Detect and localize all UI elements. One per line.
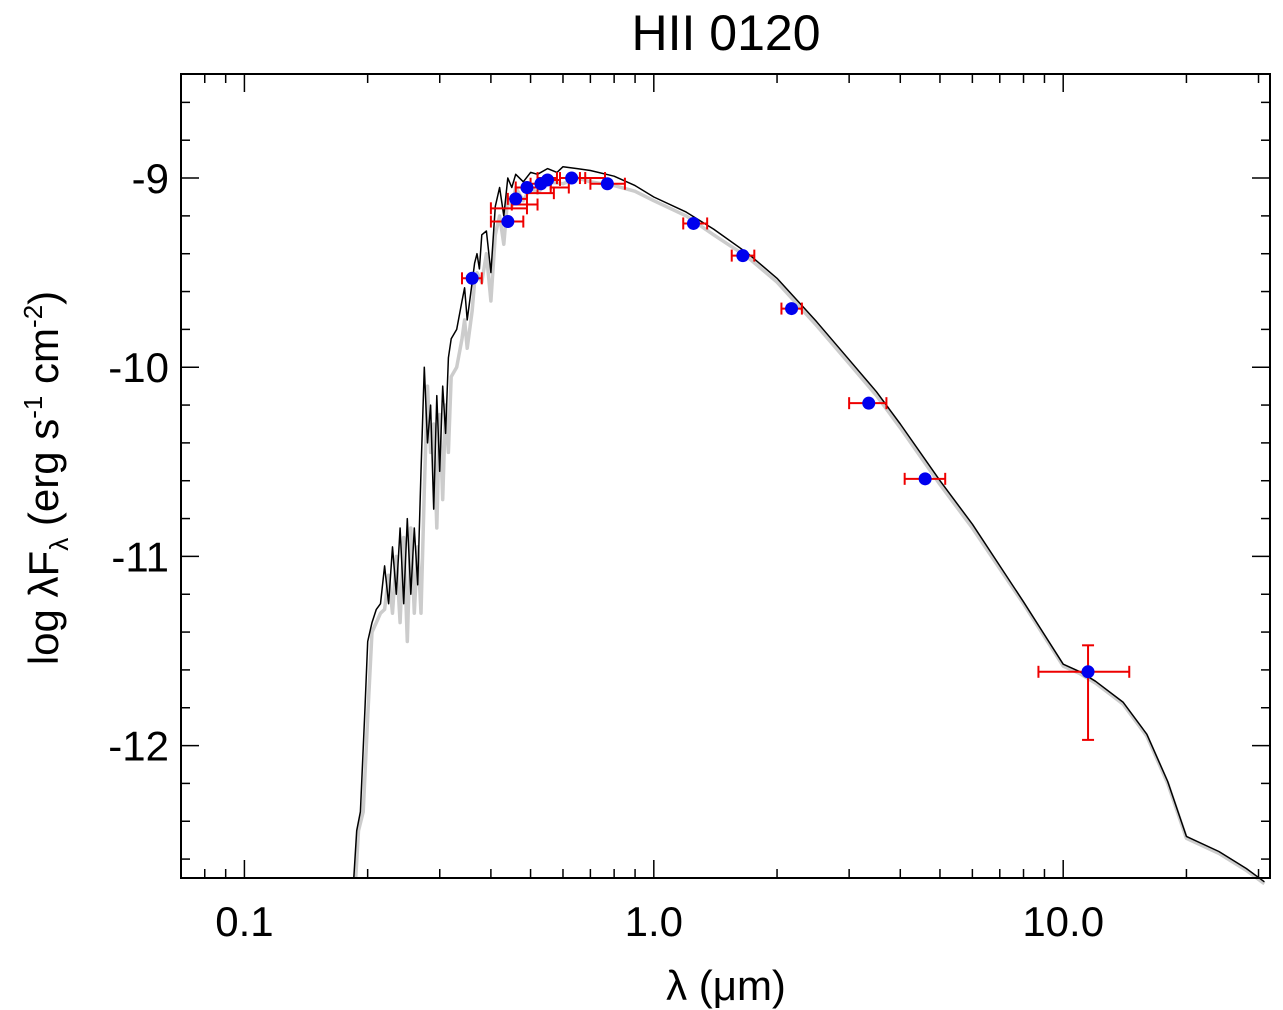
data-point — [1081, 665, 1095, 679]
data-point — [520, 181, 534, 195]
data-point — [565, 171, 579, 185]
y-tick-label: -11 — [111, 533, 169, 580]
x-tick-label: 0.1 — [215, 898, 273, 945]
model-spectrum-line — [353, 165, 1265, 883]
plot-frame — [180, 73, 1271, 879]
ticks-layer — [180, 74, 1270, 878]
tick-labels-layer: 0.1 1.0 10.0 -9 -10 -11 -12 — [108, 155, 1104, 945]
y-axis-label: log λFλ (erg s-1 cm-2) — [18, 291, 74, 665]
data-point — [736, 249, 750, 263]
data-point — [785, 302, 799, 316]
data-point — [541, 173, 555, 187]
data-point — [862, 396, 876, 410]
model-alt-layer — [353, 176, 1266, 886]
x-tick-label: 10.0 — [1022, 898, 1104, 945]
y-tick-label: -12 — [108, 723, 169, 770]
data-point — [686, 216, 700, 230]
y-tick-label: -9 — [132, 155, 169, 202]
x-axis-label: λ (μm) — [666, 962, 786, 1009]
x-tick-label: 1.0 — [625, 898, 683, 945]
data-point — [600, 177, 614, 191]
chart-title: HII 0120 — [631, 5, 820, 61]
model-layer — [353, 165, 1265, 883]
data-point — [509, 192, 523, 206]
y-tick-label: -10 — [108, 344, 169, 391]
plot-area — [353, 165, 1266, 886]
data-point — [501, 215, 515, 229]
data-point — [465, 271, 479, 285]
points-layer — [465, 171, 1095, 679]
data-point — [918, 472, 932, 486]
errorbar-layer — [460, 172, 1131, 741]
model-spectrum-alt-line — [353, 176, 1266, 886]
